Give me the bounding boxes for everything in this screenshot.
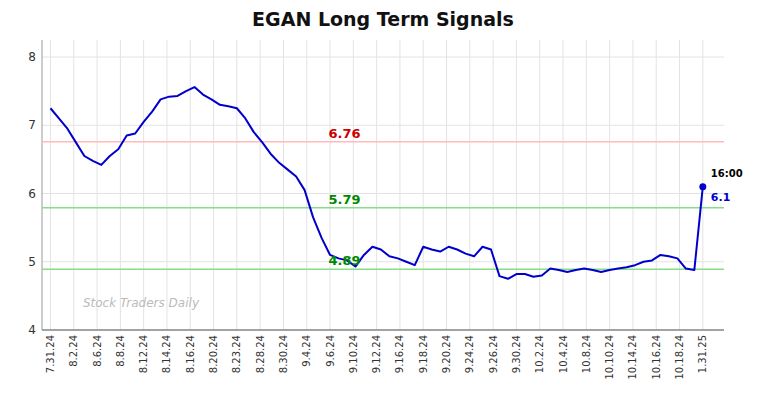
x-tick-label: 10.18.24 bbox=[674, 335, 685, 380]
x-tick-label: 9.20.24 bbox=[441, 335, 452, 373]
x-grid-line bbox=[423, 40, 424, 330]
x-grid-line bbox=[190, 40, 191, 330]
reference-line bbox=[42, 141, 724, 143]
x-tick-label: 10.8.24 bbox=[581, 335, 592, 373]
watermark: Stock Traders Daily bbox=[83, 296, 200, 310]
x-grid-line bbox=[306, 40, 307, 330]
x-tick-label: 8.12.24 bbox=[138, 335, 149, 373]
y-tick-label: 8 bbox=[28, 50, 36, 64]
x-grid-line bbox=[283, 40, 284, 330]
y-tick-label: 5 bbox=[28, 255, 36, 269]
x-tick-label: 9.10.24 bbox=[348, 335, 359, 373]
y-grid-line bbox=[42, 125, 724, 126]
x-grid-line bbox=[97, 40, 98, 330]
y-tick-label: 7 bbox=[28, 118, 36, 132]
x-grid-line bbox=[493, 40, 494, 330]
x-tick-label: 8.6.24 bbox=[92, 335, 103, 367]
x-tick-label: 8.23.24 bbox=[231, 335, 242, 373]
x-grid-line bbox=[679, 40, 680, 330]
x-grid-line bbox=[516, 40, 517, 330]
grid bbox=[42, 40, 724, 330]
x-grid-line bbox=[632, 40, 633, 330]
x-grid-line bbox=[469, 40, 470, 330]
y-grid-line bbox=[42, 330, 724, 331]
last-price-label: 6.1 bbox=[711, 191, 731, 204]
x-tick-label: 1.31.25 bbox=[697, 335, 708, 373]
y-axis-line bbox=[42, 40, 43, 330]
x-tick-label: 7.31.24 bbox=[45, 335, 56, 373]
x-tick-label: 8.28.24 bbox=[255, 335, 266, 373]
x-tick-label: 8.8.24 bbox=[115, 335, 126, 367]
x-grid-line bbox=[73, 40, 74, 330]
x-tick-label: 10.10.24 bbox=[604, 335, 615, 380]
x-tick-label: 10.2.24 bbox=[534, 335, 545, 373]
x-grid-line bbox=[260, 40, 261, 330]
x-grid-line bbox=[609, 40, 610, 330]
x-tick-label: 9.18.24 bbox=[418, 335, 429, 373]
x-grid-line bbox=[399, 40, 400, 330]
price-line bbox=[50, 87, 702, 279]
x-grid-line bbox=[236, 40, 237, 330]
x-grid-line bbox=[353, 40, 354, 330]
y-grid-line bbox=[42, 193, 724, 194]
x-tick-label: 8.2.24 bbox=[68, 335, 79, 367]
x-grid-line bbox=[213, 40, 214, 330]
reference-label: 6.76 bbox=[328, 126, 360, 141]
x-tick-label: 10.16.24 bbox=[651, 335, 662, 380]
x-grid-line bbox=[120, 40, 121, 330]
x-tick-label: 8.20.24 bbox=[208, 335, 219, 373]
y-grid-line bbox=[42, 57, 724, 58]
x-tick-label: 10.14.24 bbox=[627, 335, 638, 380]
x-tick-label: 10.4.24 bbox=[558, 335, 569, 373]
x-tick-label: 9.24.24 bbox=[464, 335, 475, 373]
reference-label: 5.79 bbox=[328, 192, 360, 207]
y-tick-label: 4 bbox=[28, 323, 36, 337]
x-tick-label: 9.30.24 bbox=[511, 335, 522, 373]
x-grid-line bbox=[376, 40, 377, 330]
x-grid-line bbox=[330, 40, 331, 330]
x-tick-label: 8.30.24 bbox=[278, 335, 289, 373]
chart: 4 5 6 7 8 7.31.24 8.2.24 8.6.24 8.8.24 8.12.24 8.1… bbox=[0, 0, 784, 398]
x-tick-label: 9.6.24 bbox=[325, 335, 336, 367]
x-grid-line bbox=[166, 40, 167, 330]
reference-line bbox=[42, 207, 724, 209]
x-tick-label: 9.26.24 bbox=[488, 335, 499, 373]
x-grid-line bbox=[143, 40, 144, 330]
x-grid-line bbox=[50, 40, 51, 330]
x-grid-line bbox=[539, 40, 540, 330]
x-grid-line bbox=[656, 40, 657, 330]
x-tick-label: 9.16.24 bbox=[394, 335, 405, 373]
title: EGAN Long Term Signals bbox=[252, 8, 514, 30]
reference-label: 4.89 bbox=[328, 253, 360, 268]
x-grid-line bbox=[586, 40, 587, 330]
x-tick-label: 8.14.24 bbox=[161, 335, 172, 373]
y-grid-line bbox=[42, 261, 724, 262]
last-point bbox=[699, 183, 706, 190]
y-tick-label: 6 bbox=[28, 187, 36, 201]
x-tick-label: 9.4.24 bbox=[301, 335, 312, 367]
x-grid-line bbox=[563, 40, 564, 330]
plot-area bbox=[42, 87, 724, 279]
x-tick-label: 9.12.24 bbox=[371, 335, 382, 373]
x-grid-line bbox=[446, 40, 447, 330]
x-tick-label: 8.16.24 bbox=[185, 335, 196, 373]
last-time: 16:00 bbox=[711, 168, 743, 179]
x-axis-line bbox=[42, 330, 724, 331]
